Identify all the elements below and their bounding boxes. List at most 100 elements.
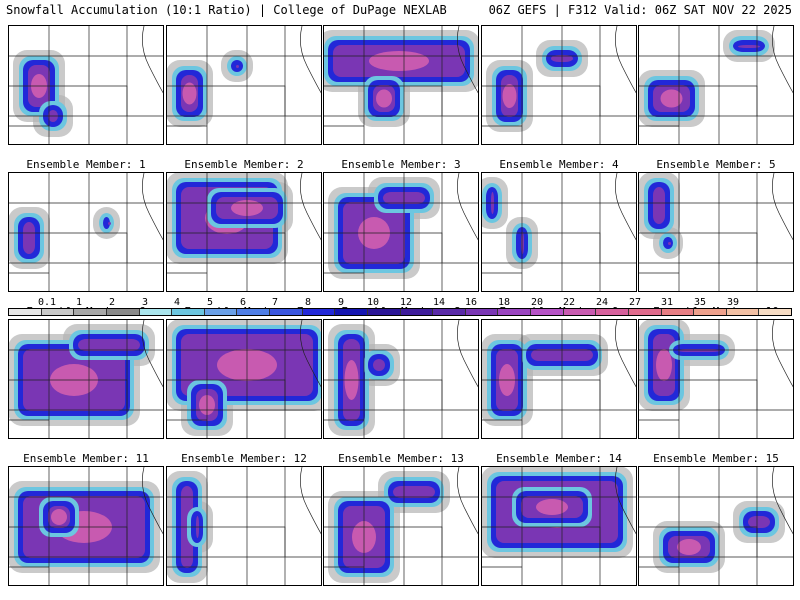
ensemble-panel-15: Ensemble Member: 15 (638, 319, 794, 465)
ensemble-panel-17: Ensemble Member: 17 (166, 466, 322, 600)
model-run-info: 06Z GEFS | F312 Valid: 06Z SAT NOV 22 20… (488, 3, 792, 17)
snowfall-map (638, 319, 794, 439)
colorbar-swatch (531, 309, 564, 315)
map-graphic (482, 26, 636, 144)
colorbar-tick-label: 24 (595, 297, 609, 308)
panel-label: Ensemble Member: 3 (341, 158, 461, 171)
ensemble-panel-11: Ensemble Member: 11 (8, 319, 164, 465)
colorbar-tick-label: 14 (432, 297, 446, 308)
snowfall-map (8, 319, 164, 439)
colorbar-swatch (628, 309, 662, 315)
snowfall-map (481, 172, 637, 292)
colorbar-swatch (335, 309, 368, 315)
colorbar-swatch (106, 309, 140, 315)
snowfall-map (481, 25, 637, 145)
colorbar-swatch (367, 309, 401, 315)
colorbar-swatch (237, 309, 270, 315)
map-graphic (639, 320, 793, 438)
ensemble-panel-14: Ensemble Member: 14 (481, 319, 637, 465)
panel-label: Ensemble Member: 2 (184, 158, 304, 171)
colorbar-tick-label: 6 (239, 297, 247, 308)
map-graphic (167, 173, 321, 291)
colorbar-ticks: 0.1 1 2 3 4 5 6 7 8 9 10 12 14 16 18 20 22 24 27 31 35 39 (8, 297, 792, 308)
map-graphic (324, 467, 478, 585)
snowfall-map (166, 172, 322, 292)
colorbar-tick-label: 4 (173, 297, 181, 308)
panel-label: Ensemble Member: 1 (26, 158, 146, 171)
product-title: Snowfall Accumulation (10:1 Ratio) | Col… (6, 3, 447, 17)
colorbar-tick-label: 18 (497, 297, 511, 308)
snowfall-map (8, 172, 164, 292)
panel-label: Ensemble Member: 12 (181, 452, 307, 465)
colorbar-tick-label: 8 (304, 297, 312, 308)
snowfall-map (481, 466, 637, 586)
colorbar-tick-label: 20 (530, 297, 544, 308)
panel-label: Ensemble Member: 13 (338, 452, 464, 465)
map-graphic (324, 320, 478, 438)
colorbar-tick-label: 35 (693, 297, 707, 308)
snowfall-map (638, 25, 794, 145)
colorbar-swatch (726, 309, 760, 315)
ensemble-panel-3: Ensemble Member: 3 (323, 25, 479, 171)
colorbar-tick-label: 31 (660, 297, 674, 308)
map-graphic (482, 467, 636, 585)
colorbar-swatches (8, 308, 792, 316)
colorbar-swatch (139, 309, 173, 315)
map-graphic (482, 173, 636, 291)
colorbar-swatch (172, 309, 205, 315)
map-graphic (324, 173, 478, 291)
ensemble-panel-10: Ensemble Member: 10 (638, 172, 794, 318)
colorbar-tick-label: 0.1 (37, 297, 57, 308)
snowfall-map (8, 466, 164, 586)
snowfall-map (481, 319, 637, 439)
ensemble-panel-8: Ensemble Member: 8 (323, 172, 479, 318)
snowfall-map (638, 172, 794, 292)
snowfall-map (323, 319, 479, 439)
snowfall-map (638, 466, 794, 586)
map-graphic (482, 320, 636, 438)
colorbar-tick-label: 9 (337, 297, 345, 308)
map-graphic (167, 320, 321, 438)
map-graphic (9, 26, 163, 144)
colorbar-swatch (596, 309, 629, 315)
ensemble-panel-20: Ensemble Member: 20 (638, 466, 794, 600)
map-graphic (639, 173, 793, 291)
colorbar-tick-label: 16 (464, 297, 478, 308)
colorbar-swatch (270, 309, 303, 315)
ensemble-panel-5: Ensemble Member: 5 (638, 25, 794, 171)
map-graphic (639, 467, 793, 585)
ensemble-panel-13: Ensemble Member: 13 (323, 319, 479, 465)
snowfall-map (323, 466, 479, 586)
colorbar-swatch (563, 309, 597, 315)
colorbar-swatch (204, 309, 238, 315)
colorbar-swatch (759, 309, 791, 315)
snowfall-map (323, 25, 479, 145)
colorbar-swatch (465, 309, 499, 315)
colorbar-tick-label: 12 (399, 297, 413, 308)
map-graphic (639, 26, 793, 144)
colorbar-tick-label: 7 (271, 297, 279, 308)
colorbar-tick-label: 3 (141, 297, 149, 308)
panel-label: Ensemble Member: 11 (23, 452, 149, 465)
map-graphic (9, 320, 163, 438)
colorbar-tick-label: 22 (562, 297, 576, 308)
map-graphic (9, 467, 163, 585)
ensemble-panel-12: Ensemble Member: 12 (166, 319, 322, 465)
colorbar-swatch (9, 309, 42, 315)
colorbar-tick-label: 1 (75, 297, 83, 308)
map-graphic (167, 467, 321, 585)
panel-label: Ensemble Member: 14 (496, 452, 622, 465)
map-graphic (167, 26, 321, 144)
map-graphic (324, 26, 478, 144)
colorbar-swatch (74, 309, 107, 315)
map-graphic (9, 173, 163, 291)
colorbar-tick-label: 39 (726, 297, 740, 308)
snowfall-map (166, 466, 322, 586)
colorbar-tick-label: 5 (206, 297, 214, 308)
ensemble-panel-18: Ensemble Member: 18 (323, 466, 479, 600)
snowfall-map (166, 319, 322, 439)
colorbar-tick-label: 27 (628, 297, 642, 308)
snowfall-map (8, 25, 164, 145)
colorbar-swatch (302, 309, 336, 315)
